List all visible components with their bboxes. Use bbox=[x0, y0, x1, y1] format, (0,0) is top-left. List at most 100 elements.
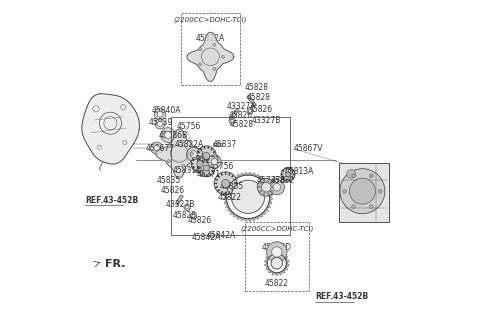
Circle shape bbox=[204, 165, 209, 171]
Text: 45829D: 45829D bbox=[262, 243, 292, 252]
Ellipse shape bbox=[271, 182, 273, 184]
Text: 45737B: 45737B bbox=[257, 176, 286, 185]
Polygon shape bbox=[237, 216, 240, 219]
Polygon shape bbox=[226, 186, 229, 189]
Text: 45822A: 45822A bbox=[196, 34, 225, 43]
Text: 45831D: 45831D bbox=[173, 166, 203, 175]
Polygon shape bbox=[264, 208, 268, 211]
Text: 45822: 45822 bbox=[217, 193, 241, 202]
Polygon shape bbox=[259, 213, 262, 217]
Polygon shape bbox=[240, 217, 244, 220]
Circle shape bbox=[154, 145, 160, 151]
Text: 45828: 45828 bbox=[247, 93, 271, 102]
Circle shape bbox=[157, 111, 163, 117]
Circle shape bbox=[192, 214, 195, 218]
Polygon shape bbox=[286, 263, 289, 267]
Text: 45842A: 45842A bbox=[206, 231, 236, 240]
Circle shape bbox=[231, 119, 234, 123]
Polygon shape bbox=[247, 95, 256, 107]
Polygon shape bbox=[234, 177, 237, 180]
Polygon shape bbox=[284, 267, 288, 270]
Circle shape bbox=[266, 242, 287, 262]
Ellipse shape bbox=[258, 187, 261, 188]
Polygon shape bbox=[265, 260, 268, 263]
Polygon shape bbox=[225, 201, 228, 204]
Circle shape bbox=[203, 152, 210, 159]
Bar bbox=[213, 143, 222, 147]
Polygon shape bbox=[278, 271, 282, 275]
Polygon shape bbox=[82, 94, 139, 164]
Circle shape bbox=[272, 247, 282, 257]
Text: 45826: 45826 bbox=[249, 105, 273, 114]
Polygon shape bbox=[278, 252, 282, 255]
Circle shape bbox=[343, 189, 347, 193]
Circle shape bbox=[349, 178, 375, 204]
Circle shape bbox=[181, 140, 185, 143]
Text: 45837: 45837 bbox=[213, 140, 237, 149]
Ellipse shape bbox=[259, 190, 262, 192]
Polygon shape bbox=[259, 177, 262, 180]
Polygon shape bbox=[268, 201, 272, 204]
Polygon shape bbox=[284, 257, 288, 260]
Polygon shape bbox=[275, 251, 278, 254]
Polygon shape bbox=[156, 129, 203, 178]
Polygon shape bbox=[264, 182, 268, 186]
Text: 45271: 45271 bbox=[196, 170, 220, 179]
Polygon shape bbox=[255, 175, 259, 178]
Circle shape bbox=[286, 172, 290, 177]
Circle shape bbox=[213, 43, 216, 46]
Polygon shape bbox=[286, 260, 289, 263]
Polygon shape bbox=[175, 195, 183, 205]
Polygon shape bbox=[237, 175, 240, 178]
Circle shape bbox=[190, 152, 193, 155]
Polygon shape bbox=[262, 179, 265, 183]
Polygon shape bbox=[269, 197, 272, 201]
Bar bbox=[181, 13, 240, 85]
Text: 45867V: 45867V bbox=[294, 144, 323, 153]
Circle shape bbox=[199, 48, 202, 51]
Polygon shape bbox=[226, 204, 229, 208]
Polygon shape bbox=[269, 269, 272, 273]
Polygon shape bbox=[255, 216, 259, 219]
Text: REF.43-452B: REF.43-452B bbox=[315, 292, 368, 301]
Circle shape bbox=[247, 108, 253, 114]
Ellipse shape bbox=[267, 192, 269, 195]
Polygon shape bbox=[234, 213, 237, 217]
Text: (2200CC>DOHC-TCI): (2200CC>DOHC-TCI) bbox=[174, 16, 247, 22]
Text: 45756: 45756 bbox=[210, 162, 234, 171]
Circle shape bbox=[168, 159, 170, 163]
Polygon shape bbox=[225, 189, 228, 193]
Polygon shape bbox=[248, 172, 252, 175]
Text: 45839: 45839 bbox=[149, 118, 173, 127]
Circle shape bbox=[157, 121, 163, 126]
Bar bbox=[171, 117, 289, 235]
Circle shape bbox=[216, 144, 219, 146]
Text: 45826: 45826 bbox=[161, 186, 185, 195]
Ellipse shape bbox=[264, 179, 265, 182]
Circle shape bbox=[273, 183, 281, 191]
Polygon shape bbox=[228, 208, 231, 211]
Text: 45826: 45826 bbox=[187, 216, 211, 225]
Polygon shape bbox=[196, 146, 216, 166]
Polygon shape bbox=[230, 179, 234, 183]
Bar bbox=[339, 163, 389, 222]
Polygon shape bbox=[262, 211, 265, 214]
Polygon shape bbox=[269, 193, 272, 197]
Polygon shape bbox=[267, 186, 270, 189]
Circle shape bbox=[211, 158, 217, 165]
Polygon shape bbox=[228, 182, 231, 186]
Text: 45822: 45822 bbox=[265, 279, 289, 288]
Polygon shape bbox=[281, 168, 295, 181]
Text: 45828: 45828 bbox=[230, 120, 254, 129]
Circle shape bbox=[168, 145, 170, 148]
Text: 45822A: 45822A bbox=[174, 140, 204, 149]
Circle shape bbox=[249, 109, 252, 112]
Circle shape bbox=[351, 205, 355, 209]
Polygon shape bbox=[198, 159, 215, 177]
Text: 45828: 45828 bbox=[173, 212, 197, 220]
Polygon shape bbox=[272, 271, 275, 275]
Text: 43327A: 43327A bbox=[227, 102, 256, 111]
Polygon shape bbox=[272, 252, 275, 255]
Polygon shape bbox=[240, 173, 244, 176]
Polygon shape bbox=[252, 217, 255, 220]
